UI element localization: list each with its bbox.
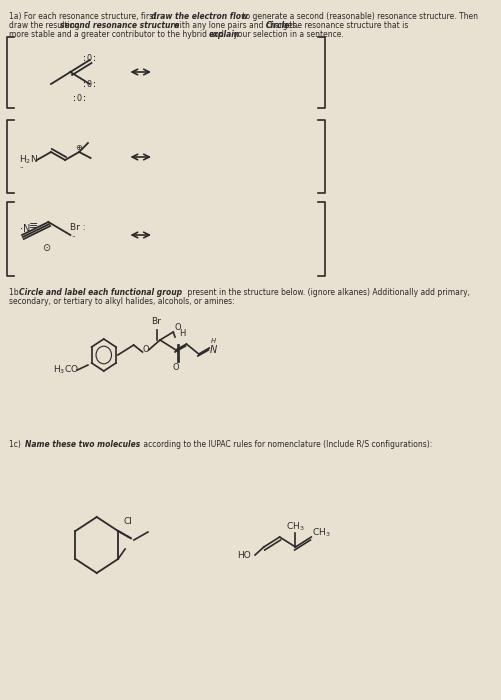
Text: Circle and label each functional group: Circle and label each functional group [20,288,182,297]
Text: $\equiv$: $\equiv$ [27,220,39,230]
Text: Br :: Br : [70,223,86,232]
Text: ⊕: ⊕ [76,143,83,151]
Text: CH$_3$: CH$_3$ [312,526,330,539]
Text: to generate a second (reasonable) resonance structure. Then: to generate a second (reasonable) resona… [239,12,477,21]
Text: O: O [174,323,180,332]
Text: ⊙: ⊙ [42,243,50,253]
Text: CH$_3$: CH$_3$ [286,521,304,533]
Text: draw the resulting: draw the resulting [9,21,82,30]
Text: 1b: 1b [9,288,21,297]
Text: Name these two molecules: Name these two molecules [25,440,140,449]
Text: 1a) For each resonance structure, first: 1a) For each resonance structure, first [9,12,158,21]
Text: according to the IUPAC rules for nomenclature (Include R/S configurations):: according to the IUPAC rules for nomencl… [140,440,431,449]
Text: Cl: Cl [123,517,132,526]
Text: :O:: :O: [82,80,97,89]
Text: H: H [179,330,185,339]
Text: ..: .. [71,232,76,238]
Text: draw the electron flow: draw the electron flow [151,12,248,21]
Text: secondary, or tertiary to alkyl halides, alcohols, or amines:: secondary, or tertiary to alkyl halides,… [9,297,234,306]
Text: second resonance structure: second resonance structure [60,21,179,30]
Text: Br: Br [150,318,160,326]
Text: O: O [142,346,149,354]
Text: H$_3$CO: H$_3$CO [53,364,79,377]
Text: Circle: Circle [265,21,289,30]
Text: :O:: :O: [72,94,87,103]
Text: :O:: :O: [82,54,97,63]
Text: more stable and a greater contributor to the hybrid and: more stable and a greater contributor to… [9,30,225,39]
Text: O: O [172,363,179,372]
Text: ..: .. [20,163,24,169]
Text: 1c): 1c) [9,440,23,449]
Text: present in the structure below. (ignore alkanes) Additionally add primary,: present in the structure below. (ignore … [184,288,469,297]
Text: $\overset{H}{\underset{}{N}}$: $\overset{H}{\underset{}{N}}$ [209,336,218,354]
Text: H$_2$N: H$_2$N [20,154,38,167]
Text: HO: HO [237,550,250,559]
Text: the resonance structure that is: the resonance structure that is [286,21,407,30]
Text: with any lone pairs and charges.: with any lone pairs and charges. [171,21,301,30]
Text: $\cdot$N: $\cdot$N [20,222,31,234]
Text: explain: explain [208,30,239,39]
Text: your selection in a sentence.: your selection in a sentence. [231,30,343,39]
